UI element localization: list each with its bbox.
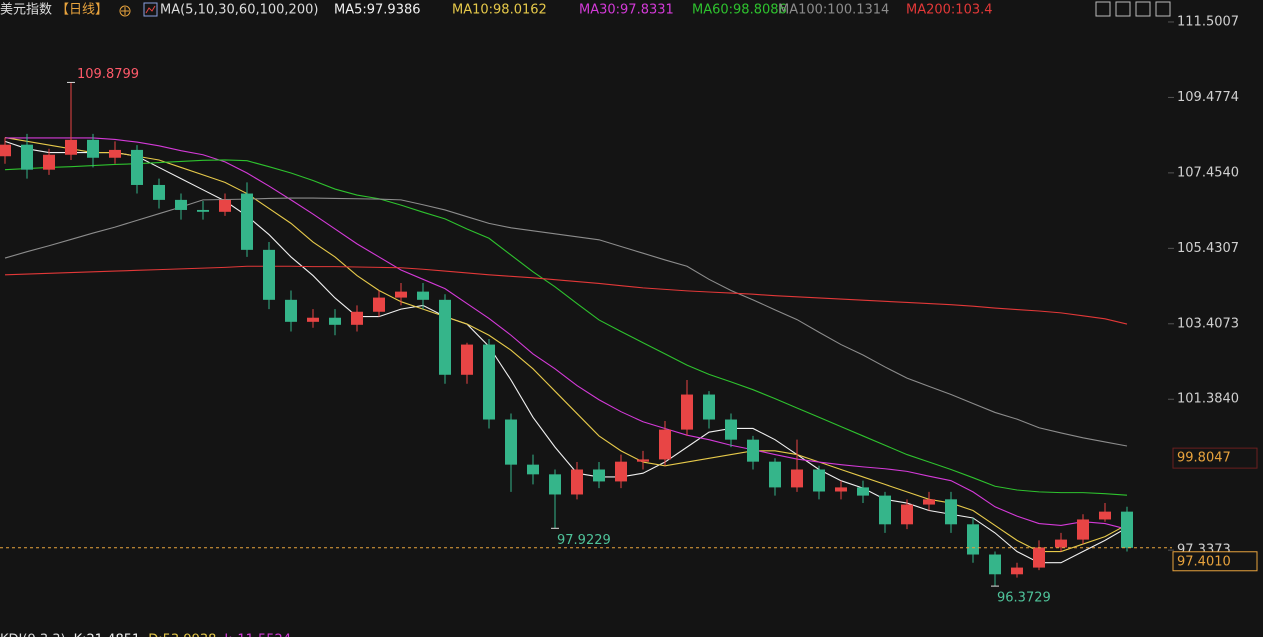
candle-body	[219, 199, 231, 212]
candle-body	[263, 249, 275, 300]
low-label: 96.3729	[997, 591, 1051, 606]
candle-body	[945, 499, 957, 525]
legend-entry: MA5:97.9386	[334, 3, 421, 18]
ma-line	[5, 137, 1128, 530]
legend-entry: MA200:103.4	[906, 3, 993, 18]
candle-body	[373, 297, 385, 312]
candle-body	[637, 459, 649, 462]
y-tick-label: 111.5007	[1177, 14, 1239, 29]
candle-body	[351, 311, 363, 325]
candle-body	[571, 469, 583, 495]
candle-body	[439, 299, 451, 375]
candle-body	[747, 439, 759, 462]
lower-legend: K:21.4851	[74, 633, 141, 637]
candle-body	[901, 504, 913, 525]
candle-body	[989, 554, 1001, 575]
legend-entry: MA100:100.1314	[778, 3, 889, 18]
period[interactable]: 【日线】	[56, 3, 108, 18]
candle-body	[835, 487, 847, 492]
candle-body	[131, 149, 143, 185]
ma-line	[4, 197, 1128, 447]
candle-body	[483, 344, 495, 420]
candle-body	[21, 144, 33, 170]
ma-line	[4, 159, 1128, 496]
candle-body	[1121, 511, 1133, 548]
ma-line	[4, 140, 1128, 564]
candle-body	[1055, 539, 1067, 548]
candle-body	[65, 139, 77, 155]
candle-body	[549, 474, 561, 495]
candle-body	[857, 487, 869, 496]
candle-body	[461, 344, 473, 375]
tool-button[interactable]	[1095, 1, 1111, 17]
candle-body	[0, 144, 11, 157]
last-price-label: 97.4010	[1177, 554, 1231, 569]
ma-line	[4, 137, 1128, 553]
indicator-icon[interactable]	[143, 2, 158, 17]
legend-entry: MA10:98.0162	[452, 3, 547, 18]
candle-body	[703, 394, 715, 420]
candle-body	[527, 464, 539, 475]
level-label: 99.8047	[1177, 451, 1231, 466]
candle-body	[329, 317, 341, 325]
ma-line	[4, 265, 1128, 325]
candle-body	[659, 429, 671, 460]
candle-body	[725, 419, 737, 440]
candle-body	[395, 291, 407, 298]
candle-body	[153, 184, 165, 200]
y-tick-label: 103.4073	[1177, 316, 1239, 331]
candle-body	[593, 469, 605, 482]
add-icon[interactable]	[119, 5, 131, 17]
candle-body	[417, 291, 429, 300]
chart-title: 美元指数	[0, 3, 52, 18]
candle-body	[1077, 519, 1089, 540]
candle-body	[813, 469, 825, 492]
lower-legend: D:53.9938	[148, 633, 216, 637]
candle-body	[197, 209, 209, 212]
candle-body	[87, 139, 99, 158]
tool-button[interactable]	[1155, 1, 1171, 17]
last-price-box	[1172, 551, 1258, 572]
y-tick-label: 101.3840	[1177, 392, 1239, 407]
candle-body	[1011, 567, 1023, 575]
high-label: 109.8799	[77, 67, 139, 82]
tool-button[interactable]	[1135, 1, 1151, 17]
candle-body	[681, 394, 693, 430]
low-label: 97.9229	[557, 533, 611, 548]
candle-body	[1099, 511, 1111, 520]
lower-legend: KDJ(9,3,3)	[0, 633, 66, 637]
candle-body	[109, 149, 121, 158]
candle-body	[967, 524, 979, 555]
lower-legend: J:-11.5524	[223, 633, 291, 637]
candle-body	[615, 461, 627, 482]
candle-body	[769, 461, 781, 488]
candle-body	[923, 499, 935, 505]
indicator-icon-line	[145, 5, 156, 14]
candle-body	[879, 495, 891, 525]
level-box	[1172, 447, 1258, 469]
candle-body	[43, 154, 55, 170]
candle-body	[175, 199, 187, 210]
y-tick-label: 107.4540	[1177, 165, 1239, 180]
toolbar	[1095, 1, 1171, 17]
candle-body	[307, 317, 319, 322]
candle-body	[1033, 547, 1045, 568]
y-tick-label: 109.4774	[1177, 90, 1239, 105]
legend-entry: MA30:97.8331	[579, 3, 674, 18]
candle-body	[241, 193, 253, 250]
y-tick-label: 105.4307	[1177, 241, 1239, 256]
candle-body	[791, 469, 803, 488]
indicator[interactable]: MA(5,10,30,60,100,200)	[160, 3, 318, 18]
candle-body	[285, 299, 297, 322]
tool-button[interactable]	[1115, 1, 1131, 17]
legend-entry: MA60:98.8086	[692, 3, 787, 18]
candle-body	[505, 419, 517, 465]
